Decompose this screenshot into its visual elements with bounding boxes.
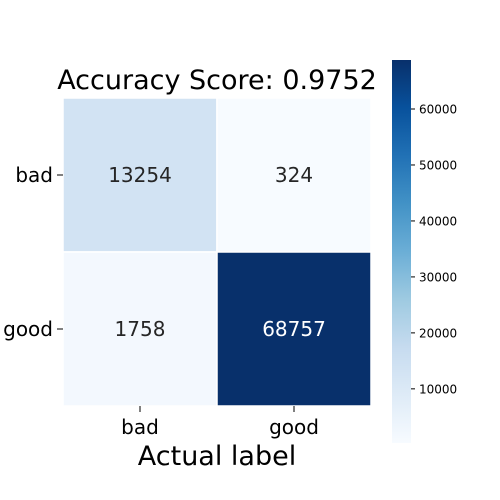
colorbar-tick-label: 30000: [419, 270, 457, 284]
colorbar: [392, 60, 411, 443]
heatmap-cell: [216, 97, 372, 253]
colorbar-tick-label: 50000: [419, 158, 457, 172]
chart-title: Accuracy Score: 0.9752: [57, 65, 377, 96]
x-axis-label: Actual label: [138, 441, 296, 472]
colorbar-tick-label: 20000: [419, 326, 457, 340]
cell-value-label: 13254: [108, 163, 172, 187]
cell-value-label: 68757: [262, 317, 326, 341]
x-tick-label: bad: [121, 415, 159, 439]
x-tick-label: good: [269, 415, 319, 439]
cell-value-label: 324: [275, 163, 313, 187]
y-tick-label: bad: [15, 163, 53, 187]
x-axis-ticks: bad good: [121, 406, 319, 439]
heatmap-cell: [62, 97, 218, 253]
y-axis-ticks: bad good: [3, 163, 63, 341]
colorbar-tick-label: 10000: [419, 382, 457, 396]
colorbar-ticks: 10000 20000 30000 40000 50000 60000: [411, 103, 457, 396]
cell-value-label: 1758: [115, 317, 166, 341]
heatmap-cell: [62, 251, 218, 407]
colorbar-tick-label: 60000: [419, 103, 457, 117]
heatmap-cell: [216, 251, 372, 407]
colorbar-tick-label: 40000: [419, 214, 457, 228]
heatmap-cells: 13254 324 1758 68757: [62, 97, 372, 407]
y-tick-label: good: [3, 317, 53, 341]
